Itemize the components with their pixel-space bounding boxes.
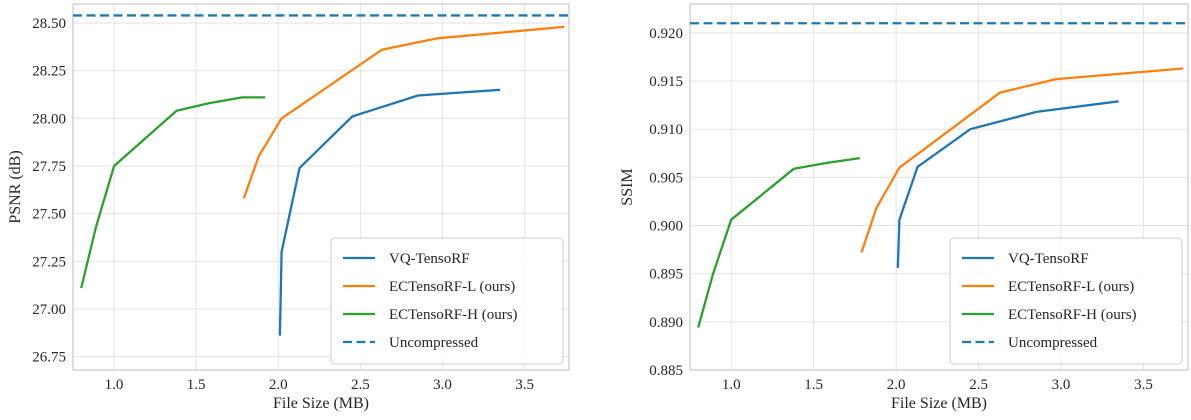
legend-label: Uncompressed — [1008, 335, 1098, 351]
legend-label: ECTensoRF-L (ours) — [389, 279, 515, 295]
x-axis-label: File Size (MB) — [891, 395, 987, 412]
y-tick-label: 27.50 — [32, 207, 66, 223]
y-axis-label: SSIM — [619, 168, 636, 205]
y-tick-label: 0.890 — [649, 315, 683, 331]
y-axis-label: PSNR (dB) — [7, 150, 24, 223]
x-tick-label: 3.5 — [1134, 377, 1153, 393]
legend-label: ECTensoRF-H (ours) — [389, 307, 518, 323]
legend-box — [949, 237, 1183, 365]
y-tick-label: 28.00 — [32, 111, 66, 127]
legend-label: VQ-TensoRF — [1008, 251, 1089, 267]
y-tick-label: 0.920 — [649, 26, 683, 42]
series-line-vq-tensorf — [896, 100, 1119, 268]
y-tick-label: 27.00 — [32, 302, 66, 318]
y-tick-label: 0.895 — [649, 267, 683, 283]
legend: VQ-TensoRF ECTensoRF-L (ours) ECTensoRF-H … — [330, 237, 564, 365]
x-tick-label: 3.0 — [1052, 377, 1071, 393]
y-tick-label: 27.25 — [32, 254, 66, 270]
x-tick-label: 1.0 — [722, 377, 741, 393]
x-tick-label: 2.0 — [887, 377, 906, 393]
legend: VQ-TensoRF ECTensoRF-L (ours) ECTensoRF-H … — [949, 237, 1183, 365]
x-tick-label: 1.5 — [804, 377, 823, 393]
plot-frame — [689, 3, 1189, 371]
y-tick-label: 27.75 — [32, 159, 66, 175]
y-tick-label: 0.905 — [649, 170, 683, 186]
y-tick-label: 28.25 — [32, 64, 66, 80]
series-line-ectensorf-l-ours — [242, 25, 565, 199]
x-tick-label: 1.5 — [187, 377, 206, 393]
x-tick-label: 3.5 — [515, 377, 534, 393]
series-line-ectensorf-h-ours — [697, 156, 860, 328]
y-tick-label: 28.50 — [32, 16, 66, 32]
y-tick-label: 0.910 — [649, 122, 683, 138]
plot-series — [690, 22, 1188, 328]
x-tick-label: 2.5 — [969, 377, 988, 393]
plot-frame — [72, 3, 570, 371]
y-tick-label: 0.885 — [649, 363, 683, 379]
legend-label: Uncompressed — [389, 335, 479, 351]
x-tick-label: 3.0 — [433, 377, 452, 393]
x-tick-label: 2.5 — [351, 377, 370, 393]
legend-box — [330, 237, 564, 365]
legend-label: ECTensoRF-L (ours) — [1008, 279, 1134, 295]
chart-panel-2: 1.0 1.5 2.0 2.5 3.0 3.5 0.885 0.890 0.895 0.900 0.… — [619, 3, 1189, 412]
y-tick-label: 26.75 — [32, 350, 66, 366]
x-tick-label: 1.0 — [105, 377, 124, 393]
chart-panel-1: 1.0 1.5 2.0 2.5 3.0 3.5 26.75 27.00 27.25 27.50 27… — [7, 3, 570, 412]
x-tick-label: 2.0 — [269, 377, 288, 393]
series-line-vq-tensorf — [278, 88, 501, 336]
y-tick-label: 0.915 — [649, 74, 683, 90]
series-line-ectensorf-h-ours — [80, 96, 266, 289]
grid-lines — [73, 4, 569, 370]
x-axis-label: File Size (MB) — [273, 395, 369, 412]
plot-series — [73, 14, 569, 336]
legend-label: VQ-TensoRF — [389, 251, 470, 267]
y-tick-label: 0.900 — [649, 219, 683, 235]
series-line-ectensorf-l-ours — [860, 67, 1184, 253]
legend-label: ECTensoRF-H (ours) — [1008, 307, 1137, 323]
